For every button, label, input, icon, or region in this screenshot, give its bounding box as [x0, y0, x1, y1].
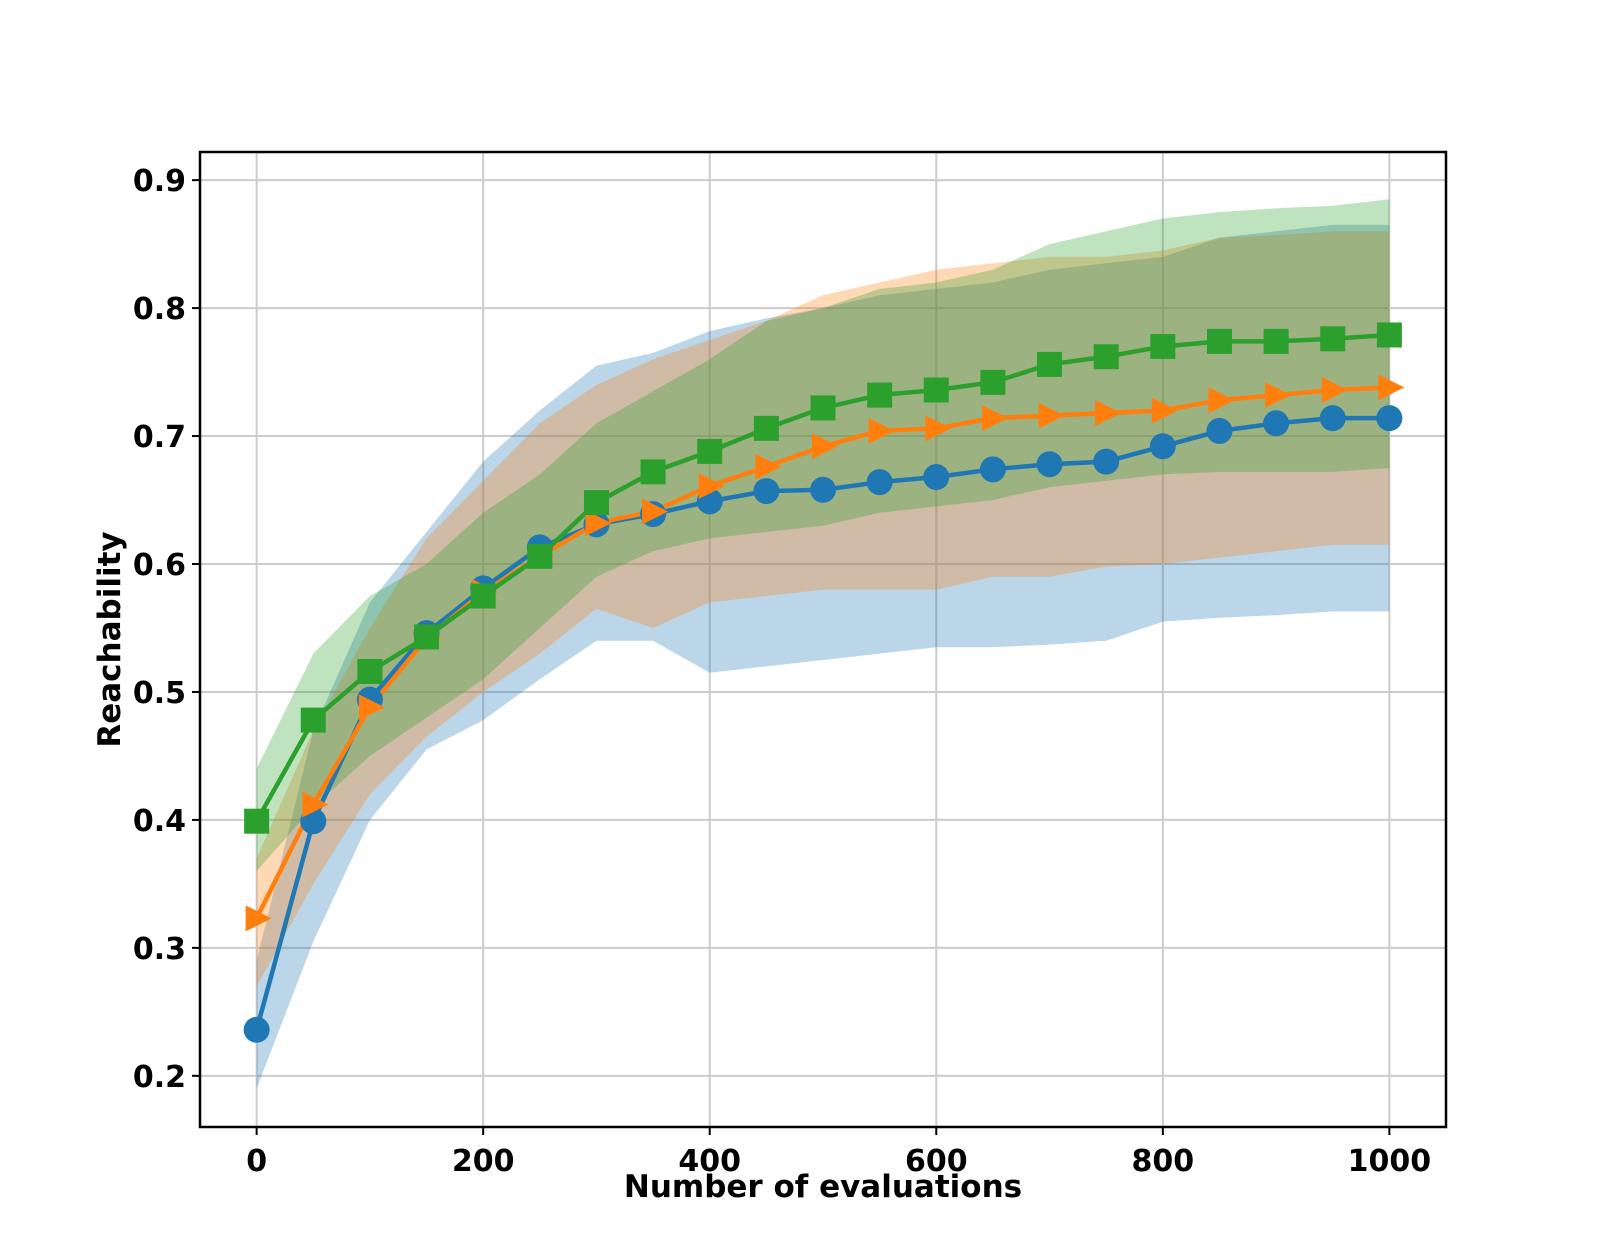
green-point	[300, 707, 326, 733]
x-tick-label: 200	[452, 1144, 515, 1179]
green-point	[923, 377, 949, 403]
blue-point	[1263, 410, 1290, 437]
blue-point	[1206, 417, 1233, 444]
orange-point	[981, 405, 1008, 432]
x-tick-label: 1000	[1348, 1144, 1432, 1179]
blue-point	[810, 476, 836, 503]
green-point	[697, 438, 723, 464]
series-markers	[243, 322, 1405, 1043]
y-tick-label: 0.6	[133, 548, 186, 583]
green-point	[414, 624, 440, 650]
green-point	[1037, 351, 1063, 377]
x-tick-label: 600	[905, 1144, 968, 1179]
y-tick-label: 0.2	[133, 1060, 186, 1095]
x-tick-label: 400	[678, 1144, 741, 1179]
blue-point	[753, 478, 780, 505]
green-point	[357, 658, 383, 684]
blue-point	[866, 469, 893, 496]
y-tick-label: 0.8	[133, 292, 186, 327]
grid-layer	[200, 152, 1446, 1127]
orange-point	[1208, 387, 1235, 414]
blue-point	[243, 1016, 270, 1043]
x-axis-label: Number of evaluations	[624, 1169, 1022, 1205]
blue-band	[256, 224, 1390, 1089]
orange-point	[585, 510, 612, 537]
blue-point	[1376, 405, 1403, 432]
green-point	[640, 459, 666, 485]
orange-point	[1321, 376, 1348, 403]
green-point	[980, 369, 1006, 395]
y-tick-label: 0.7	[133, 420, 186, 455]
blue-point	[1319, 405, 1346, 432]
green-point	[867, 382, 893, 408]
green-point	[244, 808, 270, 834]
orange-point	[642, 498, 669, 525]
orange-point	[868, 417, 895, 444]
y-tick-label: 0.4	[133, 804, 186, 839]
y-tick-label: 0.5	[133, 676, 186, 711]
y-tick-label: 0.3	[133, 932, 186, 967]
green-point	[1206, 328, 1232, 354]
green-point	[1093, 344, 1119, 370]
orange-point	[1378, 374, 1405, 401]
blue-point	[979, 456, 1006, 483]
green-point	[1150, 333, 1176, 359]
orange-point	[1151, 397, 1178, 424]
orange-point	[245, 905, 272, 932]
y-axis-label: Reachability	[92, 531, 128, 747]
x-tick-label: 800	[1132, 1144, 1195, 1179]
green-point	[583, 490, 609, 516]
orange-point	[358, 694, 385, 721]
green-point	[810, 395, 836, 421]
orange-point	[1038, 402, 1065, 429]
green-point	[1263, 328, 1289, 354]
blue-point	[1149, 433, 1176, 460]
blue-point	[1036, 451, 1063, 478]
green-point	[1376, 322, 1402, 348]
x-tick-label: 0	[246, 1144, 267, 1179]
orange-point	[812, 433, 838, 460]
green-point	[527, 543, 553, 569]
green-point	[470, 583, 496, 609]
blue-point	[923, 464, 950, 490]
orange-point	[1095, 400, 1122, 427]
y-tick-label: 0.9	[133, 164, 186, 199]
orange-point	[925, 415, 952, 442]
blue-point	[1093, 448, 1120, 475]
axes-frame	[198, 150, 1448, 1129]
orange-point	[698, 472, 725, 499]
orange-point	[755, 453, 782, 480]
orange-point	[302, 791, 329, 818]
orange-point	[1265, 382, 1292, 409]
green-point	[1320, 326, 1346, 352]
green-point	[753, 415, 779, 441]
tick-layer: 0 200 400 600 800 1000 0.2 0.3 0.4 0.5 0.6 0.7 0.8 0.…	[133, 164, 1431, 1179]
